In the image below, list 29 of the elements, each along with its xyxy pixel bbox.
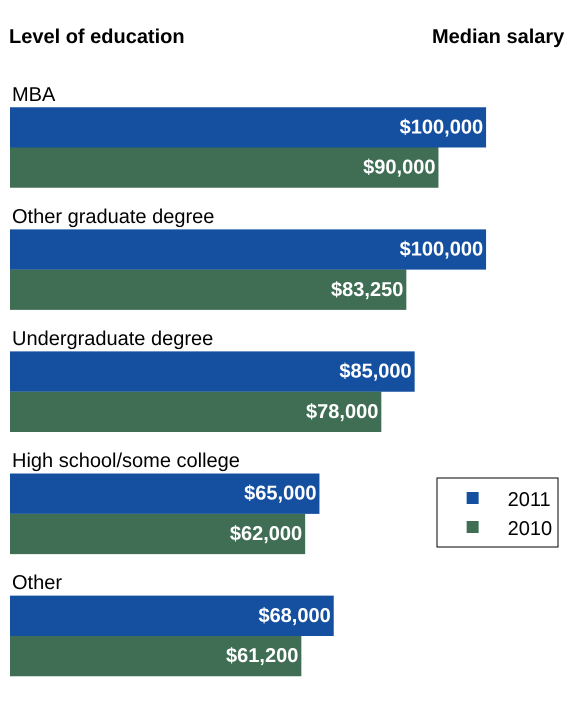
bar [10, 474, 320, 514]
y-tick-label: MBA [12, 84, 56, 106]
bar [10, 514, 306, 554]
bar [10, 229, 486, 270]
data-label: $61,200 [226, 645, 298, 668]
legend-label: 2011 [508, 488, 551, 511]
data-label: $90,000 [363, 156, 436, 179]
bar [10, 107, 486, 148]
y-axis-title: Level of education [9, 26, 185, 48]
data-label: $85,000 [339, 360, 412, 383]
bar [10, 148, 438, 188]
data-label: $68,000 [258, 604, 331, 627]
bar [10, 270, 406, 310]
bar [10, 596, 334, 636]
y-tick-label: High school/some college [12, 450, 240, 472]
y-tick-label: Undergraduate degree [12, 328, 214, 350]
data-label: $100,000 [400, 238, 484, 260]
data-label: $62,000 [230, 522, 302, 545]
data-label: $65,000 [244, 482, 316, 505]
y-tick-label: Other graduate degree [12, 206, 214, 228]
bar [10, 351, 415, 392]
bar [10, 392, 382, 432]
y-tick-label: Other [12, 572, 62, 594]
data-label: $83,250 [331, 278, 404, 301]
data-label: $100,000 [400, 116, 484, 138]
legend-label: 2010 [508, 518, 552, 540]
data-label: $78,000 [306, 400, 378, 423]
x-axis-title: Median salary [432, 26, 566, 48]
bar [10, 636, 302, 676]
